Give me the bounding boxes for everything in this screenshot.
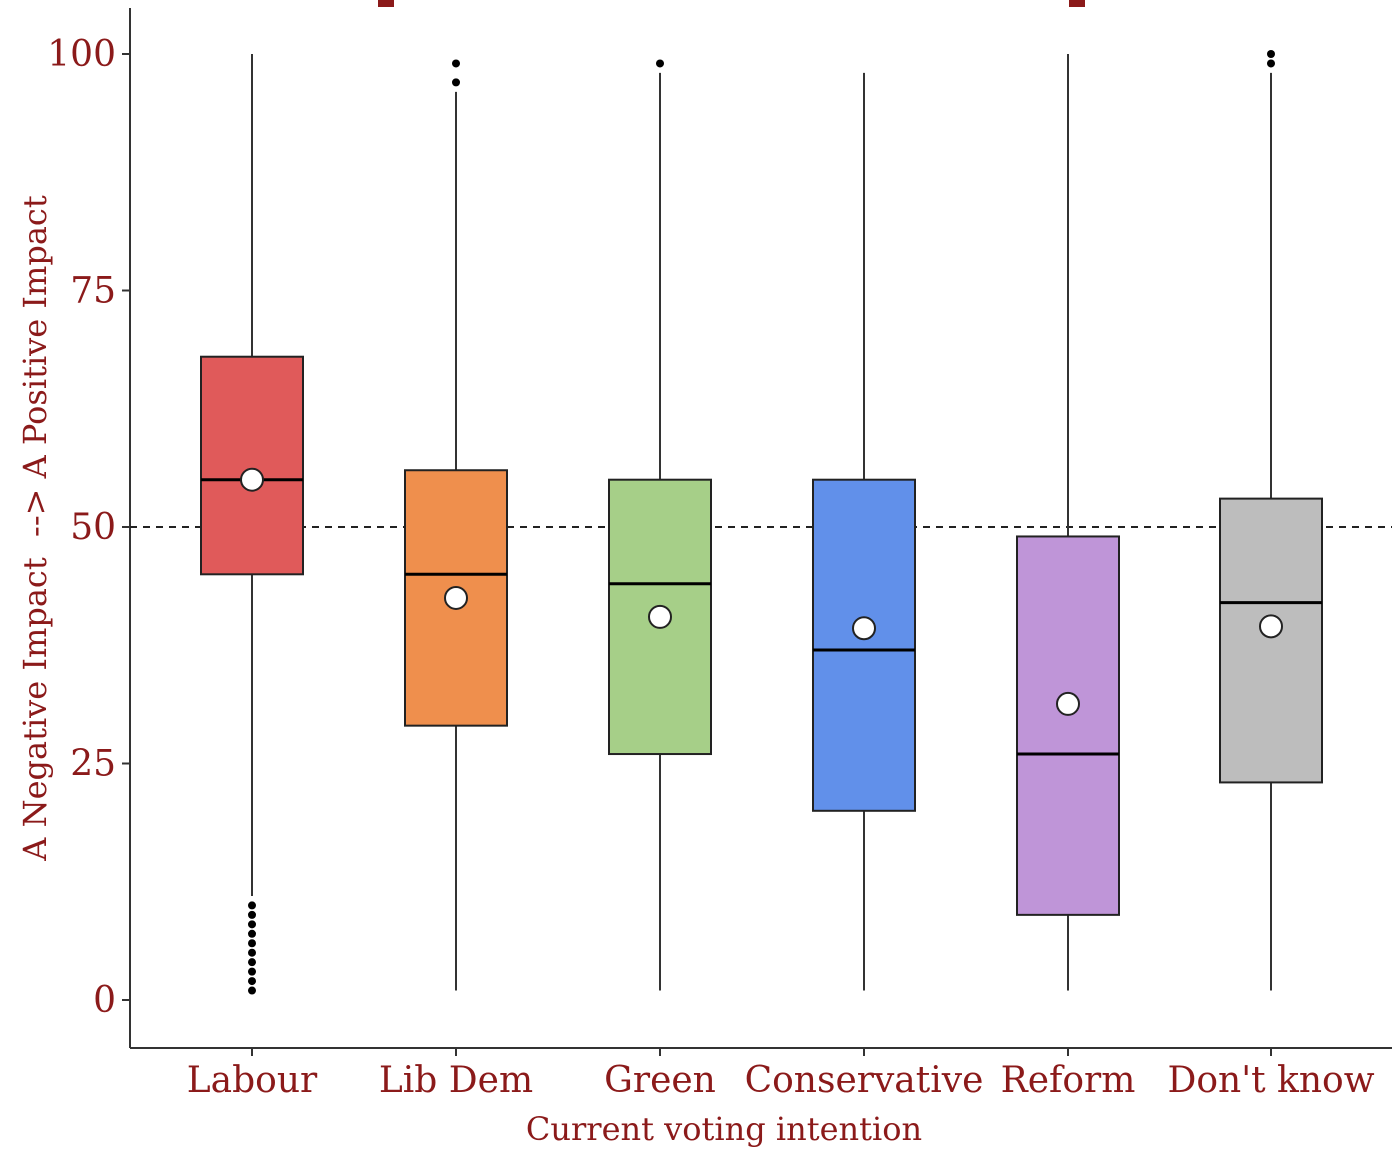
mean-marker: [852, 616, 876, 641]
outlier-point: [248, 910, 256, 919]
x-tick-label: Green: [604, 1060, 716, 1101]
outlier-point: [1267, 59, 1275, 68]
x-tick-label: Reform: [1001, 1060, 1136, 1101]
outlier-point: [248, 967, 256, 976]
cropped-title-fragment: [378, 0, 1085, 7]
box-body: [200, 355, 304, 576]
box-green: [608, 59, 712, 991]
title-fragment-0: [378, 0, 394, 7]
mean-marker: [240, 467, 264, 492]
boxes-group: [200, 50, 1323, 995]
outlier-point: [248, 929, 256, 938]
box-reform: [1016, 54, 1120, 991]
mean-marker: [648, 604, 672, 629]
y-axis-title: A Negative Impact --> A Positive Impact: [16, 195, 54, 862]
title-fragment-1: [1069, 0, 1085, 7]
mean-marker: [1259, 614, 1283, 639]
box-conservative: [812, 72, 916, 991]
y-tick-label: 0: [93, 980, 116, 1021]
box-body: [812, 478, 916, 812]
x-tick-label: Don't know: [1167, 1060, 1374, 1101]
x-tick-label: Labour: [187, 1060, 318, 1101]
box-labour: [200, 54, 304, 995]
outlier-point: [248, 939, 256, 948]
outlier-point: [656, 59, 664, 68]
outlier-point: [248, 986, 256, 995]
box-body: [1016, 535, 1120, 916]
outlier-point: [248, 948, 256, 957]
x-axis-title: Current voting intention: [526, 1110, 922, 1148]
y-tick-label: 100: [47, 34, 116, 75]
box-don-t-know: [1219, 50, 1323, 991]
y-tick-label: 75: [70, 271, 116, 312]
x-tick-label: Conservative: [745, 1060, 984, 1101]
y-axis: 0 25 50 75 100: [47, 8, 131, 1048]
outlier-point: [1267, 50, 1275, 58]
outlier-point: [248, 920, 256, 929]
box-body: [1219, 497, 1323, 784]
outlier-point: [248, 958, 256, 967]
outlier-point: [452, 59, 460, 68]
x-tick-label: Lib Dem: [379, 1060, 533, 1101]
outlier-point: [452, 78, 460, 87]
x-axis: Labour Lib Dem Green Conservative Reform Don'…: [130, 1047, 1392, 1101]
mean-marker: [444, 585, 468, 610]
y-tick-label: 50: [70, 507, 116, 548]
mean-marker: [1056, 691, 1080, 716]
outlier-point: [248, 977, 256, 986]
y-tick-label: 25: [70, 744, 116, 785]
outlier-point: [248, 901, 256, 910]
box-lib-dem: [404, 59, 508, 991]
